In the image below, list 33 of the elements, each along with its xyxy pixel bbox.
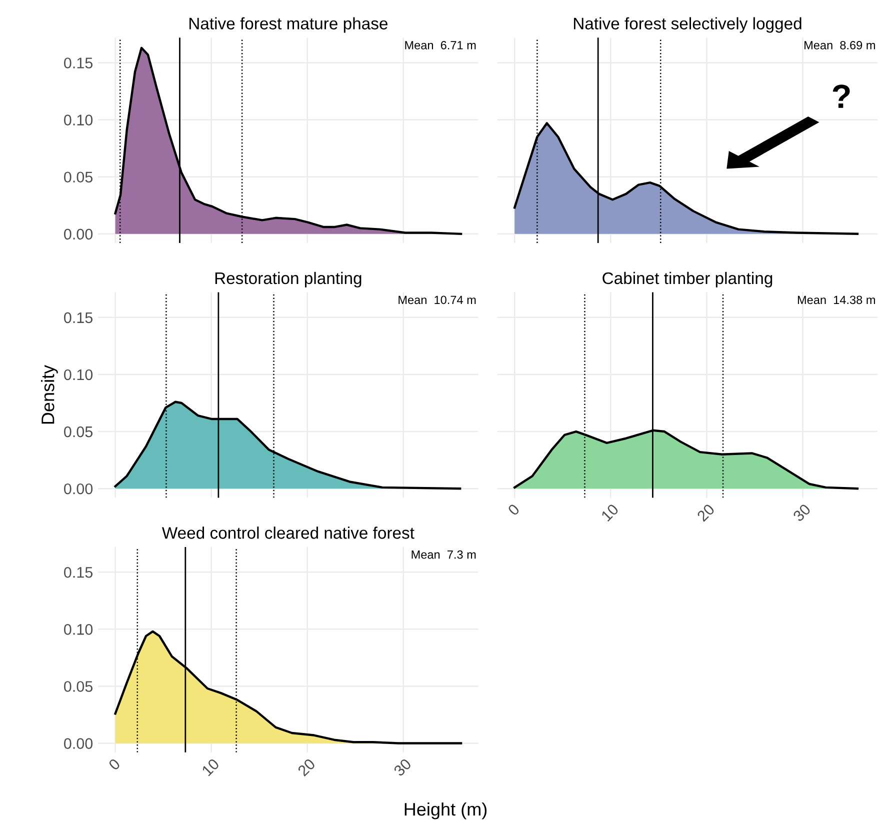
chart-title: Restoration planting xyxy=(215,272,362,288)
y-tick-label: 0.15 xyxy=(64,312,93,324)
y-tick-label: 0.10 xyxy=(64,114,93,126)
y-tick-label: 0.00 xyxy=(64,228,93,240)
chart-title: Weed control cleared native forest xyxy=(162,526,414,539)
ref-line-label: Mean 14.38 m xyxy=(798,296,875,304)
y-tick-label: 0.15 xyxy=(64,566,93,578)
chart-title: Native forest selectively logged xyxy=(574,17,802,33)
y-tick-label: 0.05 xyxy=(64,172,93,183)
y-tick-label: 0.00 xyxy=(64,738,93,749)
y-tick-label: 0.10 xyxy=(64,624,93,635)
ref-line-label: Mean 7.3 m xyxy=(412,550,476,559)
annotation: ? xyxy=(832,84,850,108)
ref-line-label: Mean 10.74 m xyxy=(398,296,476,304)
x-tick-label: 30 xyxy=(792,503,812,522)
x-tick-label: 30 xyxy=(393,758,412,777)
chart-title: Cabinet timber planting xyxy=(602,272,772,288)
y-tick-label: 0.15 xyxy=(64,58,93,68)
y-axis-title: Density xyxy=(41,364,58,424)
chart-title: Native forest mature phase xyxy=(189,17,388,33)
x-tick-label: 20 xyxy=(297,758,316,777)
x-tick-label: 0 xyxy=(507,503,520,516)
y-tick-label: 0.05 xyxy=(64,426,93,438)
ref-line-label: Mean 8.69 m xyxy=(804,41,875,50)
x-tick-label: 10 xyxy=(201,758,220,776)
x-tick-label: 20 xyxy=(696,503,716,522)
ref-line-label: Mean 6.71 m xyxy=(405,41,476,50)
y-tick-label: 0.00 xyxy=(64,483,93,494)
y-tick-label: 0.05 xyxy=(64,681,93,692)
x-tick-label: 0 xyxy=(108,758,121,771)
y-tick-label: 0.10 xyxy=(64,369,93,380)
x-axis-title: Height (m) xyxy=(404,802,487,820)
x-tick-label: 10 xyxy=(600,503,620,522)
